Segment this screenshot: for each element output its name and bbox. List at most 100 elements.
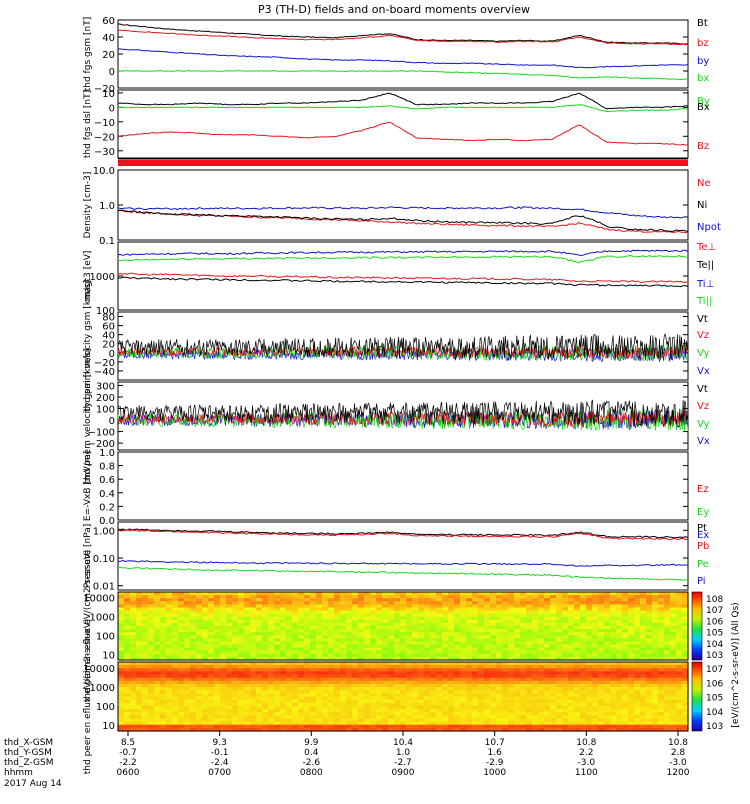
heatmap-cell xyxy=(310,604,317,609)
heatmap-cell xyxy=(598,687,605,691)
y-tick-label: 40 xyxy=(102,331,115,342)
time-tick-label: -0.1 xyxy=(211,748,229,758)
heatmap-cell xyxy=(526,622,533,627)
heatmap-cell xyxy=(262,709,269,713)
heatmap-cell xyxy=(346,712,353,716)
heatmap-cell xyxy=(568,595,575,599)
heatmap-cell xyxy=(220,721,227,726)
heatmap-cell xyxy=(316,626,323,630)
heatmap-cell xyxy=(562,613,569,618)
heatmap-cell xyxy=(304,674,311,679)
heatmap-cell xyxy=(286,668,293,672)
heatmap-cell xyxy=(472,653,479,658)
heatmap-cell xyxy=(418,644,425,649)
heatmap-cell xyxy=(670,690,677,694)
heatmap-cell xyxy=(664,638,671,643)
heatmap-cell xyxy=(256,641,263,646)
heatmap-cell xyxy=(568,650,575,655)
heatmap-cell xyxy=(172,604,179,609)
heatmap-cell xyxy=(448,632,455,636)
heatmap-cell xyxy=(250,653,257,658)
heatmap-cell xyxy=(142,626,149,630)
heatmap-cell xyxy=(388,709,395,713)
heatmap-cell xyxy=(484,610,491,615)
heatmap-cell xyxy=(436,595,443,599)
heatmap-cell xyxy=(148,635,155,639)
heatmap-cell xyxy=(322,598,329,602)
heatmap-cell xyxy=(574,693,581,698)
heatmap-cell xyxy=(130,712,137,716)
heatmap-cell xyxy=(136,721,143,726)
heatmap-cell xyxy=(586,592,593,596)
heatmap-cell xyxy=(388,629,395,633)
heatmap-cell xyxy=(340,604,347,609)
heatmap-cell xyxy=(244,626,251,630)
heatmap-cell xyxy=(226,653,233,658)
heatmap-cell xyxy=(172,656,179,661)
heatmap-cell xyxy=(298,727,305,732)
heatmap-cell xyxy=(460,653,467,658)
heatmap-cell xyxy=(118,705,125,710)
heatmap-cell xyxy=(556,693,563,698)
heatmap-cell xyxy=(550,712,557,716)
heatmap-cell xyxy=(496,622,503,627)
heatmap-cell xyxy=(574,721,581,726)
heatmap-cell xyxy=(238,653,245,658)
heatmap-cell xyxy=(232,622,239,627)
heatmap-cell xyxy=(286,616,293,621)
heatmap-cell xyxy=(268,662,275,666)
heatmap-cell xyxy=(442,724,449,729)
heatmap-cell xyxy=(616,724,623,729)
heatmap-cell xyxy=(130,598,137,602)
colorbar-tick-label: 103 xyxy=(706,651,723,661)
heatmap-cell xyxy=(382,715,389,719)
heatmap-cell xyxy=(592,709,599,713)
heatmap-cell xyxy=(358,613,365,618)
heatmap-cell xyxy=(532,696,539,701)
heatmap-cell xyxy=(574,674,581,679)
heatmap-cell xyxy=(544,696,551,701)
heatmap-cell xyxy=(664,699,671,704)
heatmap-cell xyxy=(256,715,263,719)
heatmap-cell xyxy=(118,718,125,723)
heatmap-cell xyxy=(130,629,137,633)
heatmap-cell xyxy=(130,662,137,666)
heatmap-cell xyxy=(154,727,161,732)
heatmap-cell xyxy=(562,709,569,713)
heatmap-cell xyxy=(358,635,365,639)
heatmap-cell xyxy=(196,604,203,609)
heatmap-cell xyxy=(478,656,485,661)
heatmap-cell xyxy=(544,690,551,694)
heatmap-cell xyxy=(286,709,293,713)
heatmap-cell xyxy=(484,665,491,669)
heatmap-cell xyxy=(514,629,521,633)
heatmap-cell xyxy=(262,690,269,694)
heatmap-cell xyxy=(202,674,209,679)
heatmap-cell xyxy=(484,622,491,627)
heatmap-cell xyxy=(160,613,167,618)
heatmap-cell xyxy=(202,687,209,691)
heatmap-cell xyxy=(478,668,485,672)
heatmap-cell xyxy=(436,721,443,726)
heatmap-cell xyxy=(190,677,197,682)
legend-bx: bx xyxy=(697,73,709,84)
heatmap-cell xyxy=(250,715,257,719)
heatmap-cell xyxy=(436,607,443,612)
heatmap-cell xyxy=(394,677,401,682)
heatmap-cell xyxy=(658,613,665,618)
heatmap-cell xyxy=(496,668,503,672)
heatmap-cell xyxy=(178,677,185,682)
heatmap-cell xyxy=(460,680,467,685)
heatmap-cell xyxy=(478,702,485,707)
heatmap-cell xyxy=(358,619,365,624)
time-tick-label: -2.9 xyxy=(486,758,504,768)
heatmap-cell xyxy=(328,632,335,636)
heatmap-cell xyxy=(328,592,335,596)
heatmap-cell xyxy=(412,727,419,732)
heatmap-cell xyxy=(556,644,563,649)
heatmap-cell xyxy=(580,690,587,694)
heatmap-cell xyxy=(316,680,323,685)
heatmap-cell xyxy=(496,616,503,621)
heatmap-cell xyxy=(646,644,653,649)
heatmap-cell xyxy=(592,696,599,701)
